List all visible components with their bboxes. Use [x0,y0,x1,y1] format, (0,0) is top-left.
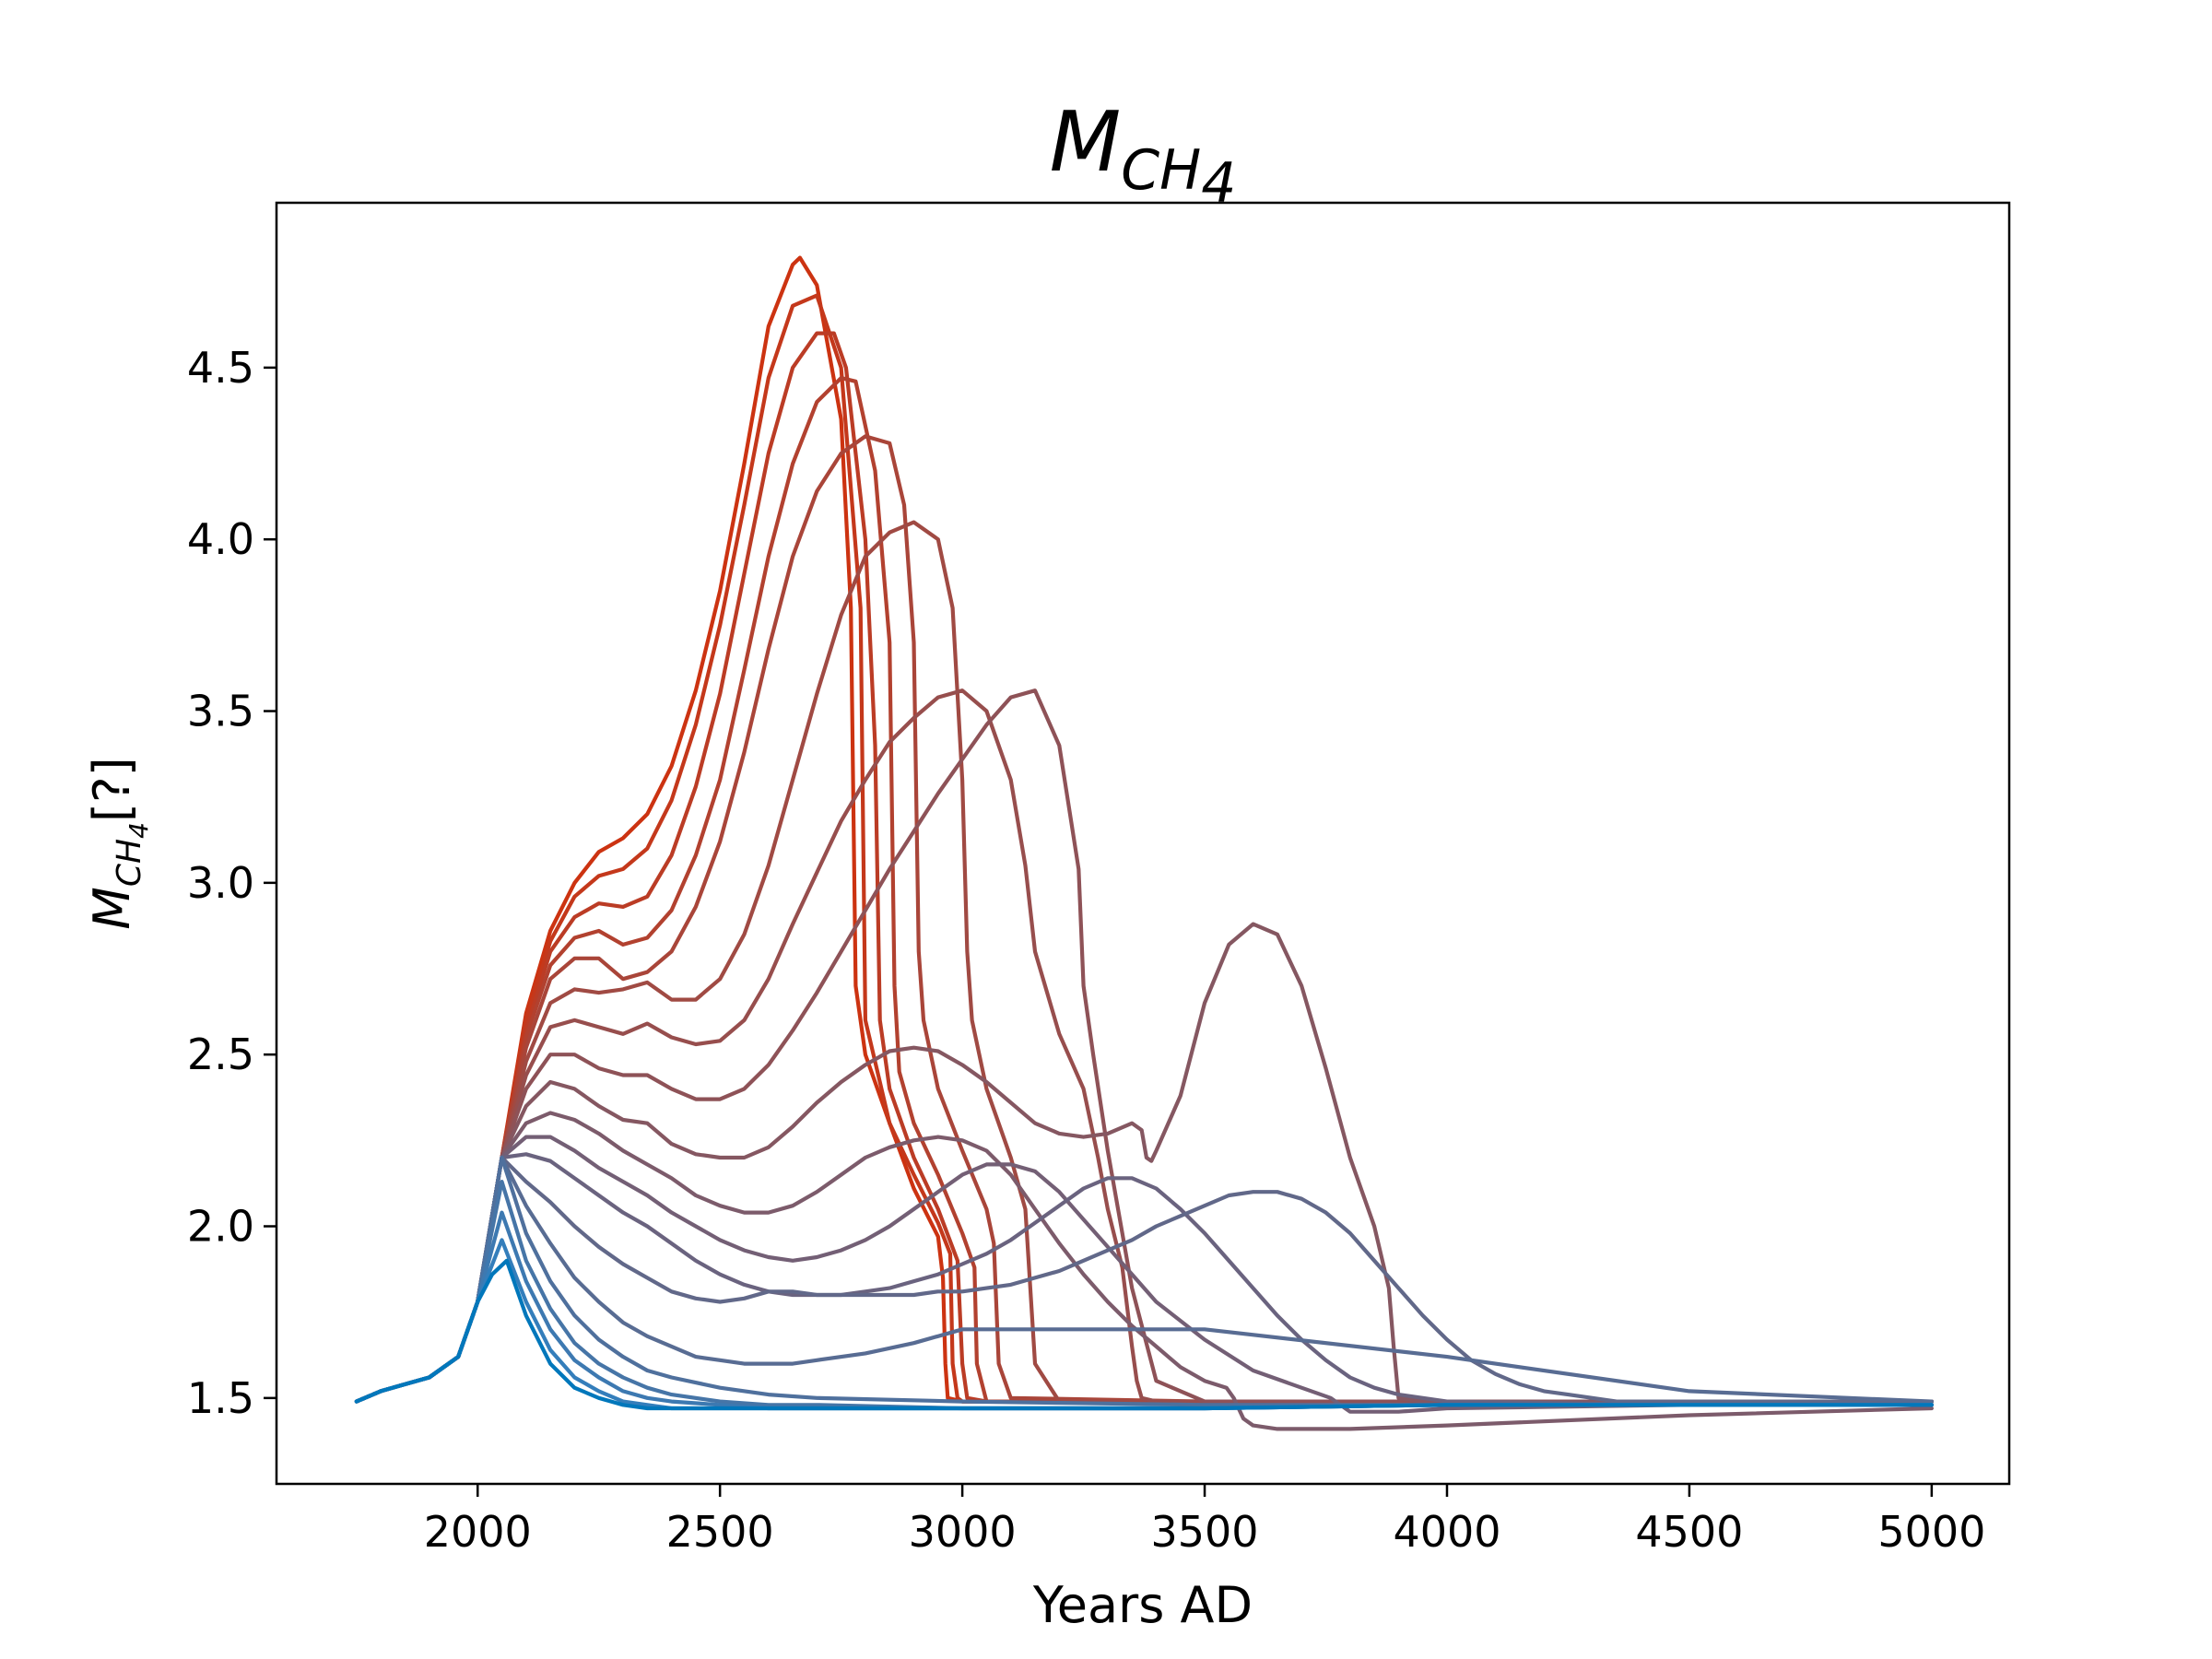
series-line-7 [354,688,1934,1404]
y-tick-label: 2.5 [187,1030,254,1079]
series-line-12 [354,1152,1934,1407]
series-line-13 [354,1155,1934,1404]
x-tick-label: 4000 [1393,1507,1500,1557]
x-tick-label: 4500 [1635,1507,1743,1557]
y-tick-label: 3.0 [187,858,254,908]
y-tick-label: 4.5 [187,343,254,393]
x-tick-label: 2500 [666,1507,774,1557]
x-tick-label: 5000 [1877,1507,1985,1557]
plot-frame [275,201,2011,1486]
y-tick-label: 4.0 [187,514,254,564]
x-axis-label: Years AD [1032,1576,1253,1634]
y-axis: 1.5 2.0 2.5 3.0 3.5 4.0 4.5 [187,343,276,1423]
series-line-8 [354,688,1934,1404]
x-tick-label: 3500 [1151,1507,1259,1557]
y-axis-label: MCH4[?] [83,757,154,929]
series-line-11 [354,1135,1934,1414]
x-axis: 2000 2500 3000 3500 4000 4500 5000 [424,1484,1985,1557]
y-tick-label: 3.5 [187,687,254,736]
series-line-19 [354,1258,1934,1411]
series-line-9 [354,922,1934,1404]
series-layer [354,255,1934,1431]
chart-title: MCH4 [1050,94,1237,216]
y-tick-label: 2.0 [187,1202,254,1252]
x-tick-label: 3000 [909,1507,1017,1557]
x-tick-label: 2000 [424,1507,532,1557]
y-tick-label: 1.5 [187,1373,254,1423]
